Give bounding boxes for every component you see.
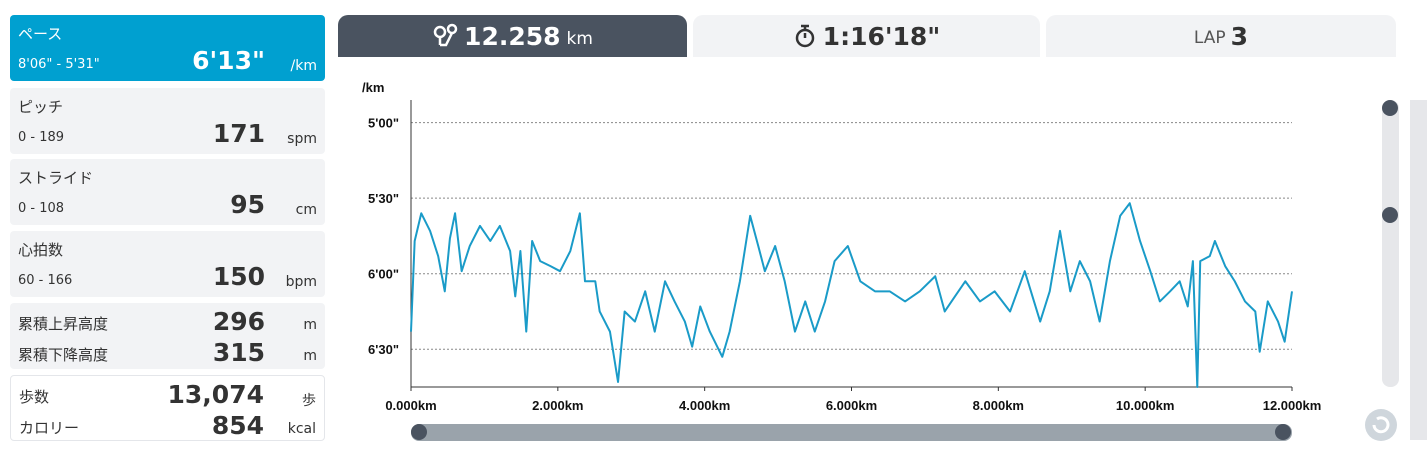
- metric-value: 171: [212, 119, 265, 148]
- metric-range: 0 - 108: [18, 201, 65, 216]
- range-handle-top[interactable]: [1382, 100, 1398, 116]
- stat-value: 13,074: [167, 380, 264, 409]
- y-tick-label: 6'30": [368, 342, 399, 357]
- stat-label: 歩数: [19, 388, 50, 406]
- activity-card: 歩数 13,074 歩カロリー 854 kcal: [10, 375, 325, 441]
- stat-value: 315: [212, 338, 265, 367]
- distance-unit: km: [566, 29, 593, 49]
- metric-range: 60 - 166: [18, 273, 73, 288]
- x-tick-label: 10.000km: [1116, 398, 1175, 413]
- stat-unit: m: [303, 348, 317, 364]
- distance-value: 12.258: [464, 21, 561, 51]
- elevation-card: 累積上昇高度 296 m 累積下降高度 315 m: [10, 303, 325, 369]
- lap-tab[interactable]: LAP 3: [1046, 15, 1396, 57]
- x-slider-handle-right[interactable]: [1275, 424, 1291, 440]
- x-tick-label: 2.000km: [532, 398, 583, 413]
- metric-card[interactable]: ストライド 0 - 108 95 cm: [10, 159, 325, 225]
- stat-unit: m: [303, 317, 317, 333]
- y-tick-label: 5'30": [368, 191, 399, 206]
- metric-label: ペース: [18, 25, 63, 43]
- lap-label: LAP: [1193, 28, 1226, 48]
- pace-line: [410, 202, 1293, 388]
- metric-unit: /km: [290, 58, 317, 74]
- distance-tab[interactable]: 12.258 km: [338, 15, 687, 57]
- timer-icon: [795, 24, 814, 48]
- metric-range: 8'06" - 5'31": [18, 57, 100, 72]
- stat-value: 296: [212, 307, 265, 336]
- stat-label: 累積下降高度: [18, 346, 109, 364]
- metric-unit: bpm: [285, 274, 317, 290]
- metric-label: 心拍数: [18, 241, 64, 259]
- metric-unit: spm: [287, 131, 317, 147]
- distance-icon: [433, 23, 458, 47]
- x-range-slider[interactable]: [411, 424, 1292, 441]
- lap-value: 3: [1230, 21, 1249, 51]
- y-tick-label: 5'00": [368, 116, 399, 131]
- x-tick-label: 0.000km: [385, 398, 436, 413]
- metric-range: 0 - 189: [18, 130, 65, 145]
- y-axis-label: /km: [362, 80, 384, 95]
- y-tick-label: 6'00": [368, 267, 399, 282]
- x-tick-label: 12.000km: [1263, 398, 1322, 413]
- metric-card[interactable]: ペース 8'06" - 5'31" 6'13" /km: [10, 15, 325, 81]
- metric-label: ストライド: [18, 169, 94, 187]
- page-scrollbar[interactable]: [1410, 100, 1427, 440]
- stat-label: カロリー: [19, 419, 80, 437]
- metric-card[interactable]: 心拍数 60 - 166 150 bpm: [10, 231, 325, 297]
- x-tick-label: 8.000km: [973, 398, 1024, 413]
- stat-unit: 歩: [302, 393, 316, 409]
- metric-card[interactable]: ピッチ 0 - 189 171 spm: [10, 88, 325, 154]
- x-tick-label: 4.000km: [679, 398, 730, 413]
- metric-unit: cm: [295, 202, 317, 218]
- x-tick-label: 6.000km: [826, 398, 877, 413]
- range-handle-bottom[interactable]: [1382, 207, 1398, 223]
- stat-unit: kcal: [287, 421, 316, 437]
- metric-label: ピッチ: [18, 98, 64, 116]
- range-scrollbar[interactable]: [1382, 100, 1399, 387]
- x-slider-handle-left[interactable]: [411, 424, 427, 440]
- time-tab[interactable]: 1:16'18": [693, 15, 1040, 57]
- metric-value: 6'13": [192, 46, 265, 75]
- reset-button[interactable]: [1365, 409, 1397, 441]
- time-value: 1:16'18": [822, 21, 941, 51]
- stat-label: 累積上昇高度: [18, 315, 109, 333]
- stat-value: 854: [211, 411, 264, 440]
- metric-value: 95: [230, 190, 265, 219]
- metric-value: 150: [212, 262, 265, 291]
